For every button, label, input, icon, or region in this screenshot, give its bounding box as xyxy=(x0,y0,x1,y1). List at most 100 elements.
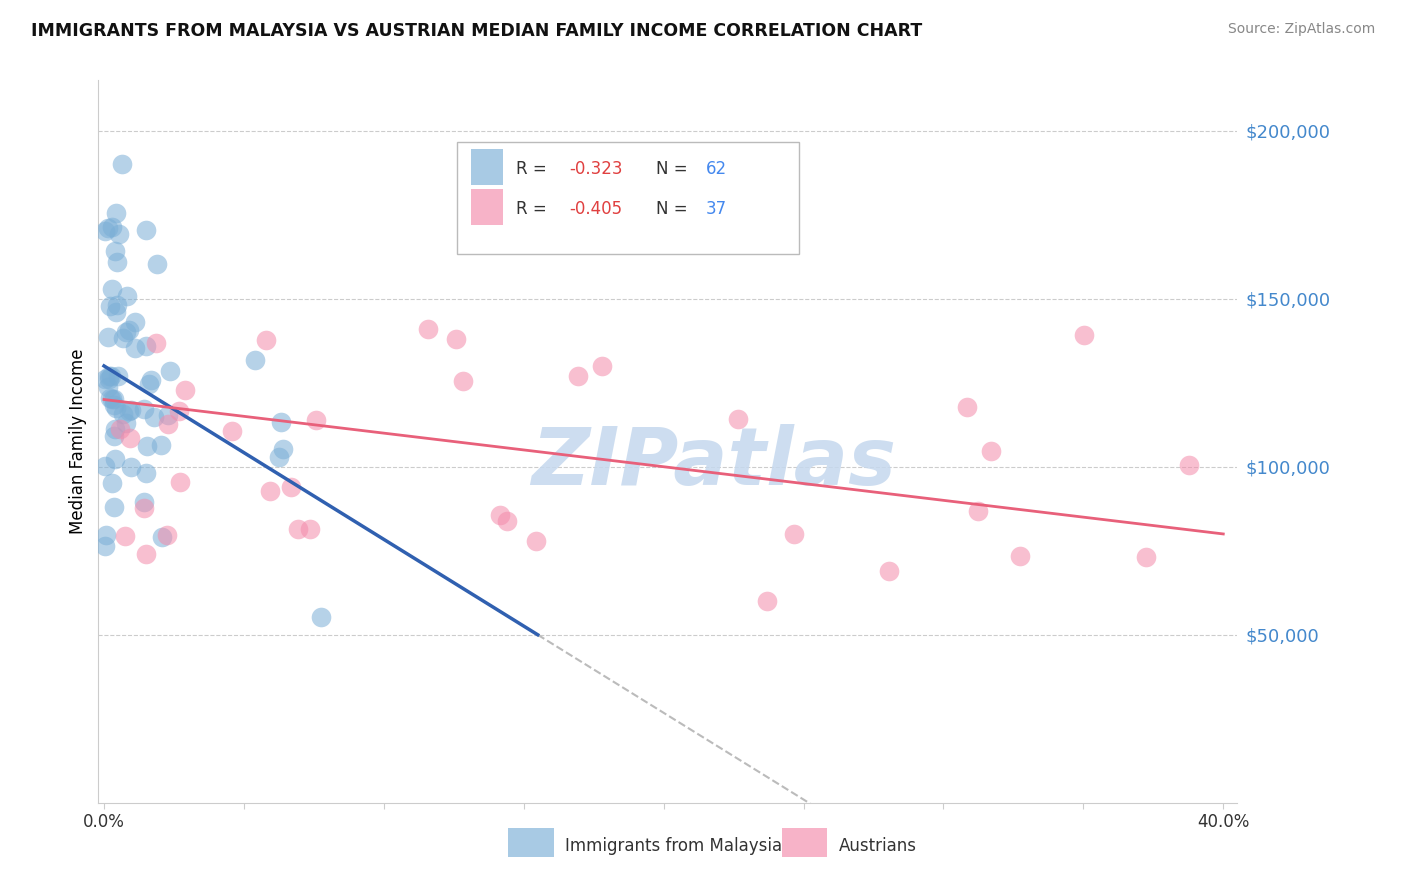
Point xyxy=(114,529,136,543)
Point xyxy=(1135,549,1157,564)
Point xyxy=(114,325,136,339)
Point xyxy=(879,565,901,579)
Point xyxy=(103,428,125,442)
Text: -0.405: -0.405 xyxy=(569,200,621,218)
Point xyxy=(105,298,128,312)
Text: 37: 37 xyxy=(706,200,727,218)
Point xyxy=(150,531,173,545)
Point xyxy=(496,514,519,528)
Point xyxy=(967,504,990,518)
Point xyxy=(105,305,128,319)
Point xyxy=(101,282,124,296)
FancyBboxPatch shape xyxy=(457,142,799,253)
Point xyxy=(156,417,179,432)
Point xyxy=(145,336,167,351)
Point xyxy=(755,594,778,608)
Point xyxy=(98,391,121,405)
Point xyxy=(117,289,139,303)
Point xyxy=(108,422,131,436)
FancyBboxPatch shape xyxy=(782,828,827,857)
Point xyxy=(107,368,129,383)
Point xyxy=(120,402,142,417)
Text: N =: N = xyxy=(657,200,693,218)
Point xyxy=(299,523,322,537)
Point xyxy=(94,372,117,386)
Point xyxy=(287,522,309,536)
Point xyxy=(135,223,157,237)
Point xyxy=(1073,328,1095,343)
Point xyxy=(169,475,191,489)
Point xyxy=(173,384,195,398)
Text: Source: ZipAtlas.com: Source: ZipAtlas.com xyxy=(1227,22,1375,37)
Point xyxy=(956,400,979,414)
Point xyxy=(143,410,166,425)
Point xyxy=(111,157,134,171)
Point xyxy=(98,299,121,313)
Point xyxy=(120,431,142,445)
Y-axis label: Median Family Income: Median Family Income xyxy=(69,349,87,534)
Point xyxy=(117,322,139,336)
Point xyxy=(103,397,125,411)
Point xyxy=(108,227,131,241)
Point xyxy=(524,533,547,548)
Point xyxy=(132,500,155,515)
Point xyxy=(100,219,122,234)
Point xyxy=(94,458,117,473)
Text: ZIPatlas: ZIPatlas xyxy=(531,425,896,502)
Point xyxy=(141,374,163,388)
Point xyxy=(727,412,749,426)
FancyBboxPatch shape xyxy=(471,188,503,225)
Point xyxy=(305,413,328,427)
Point xyxy=(156,528,179,542)
Point xyxy=(97,220,120,235)
Text: Austrians: Austrians xyxy=(839,838,917,855)
Point xyxy=(135,339,157,353)
Point xyxy=(1010,549,1032,564)
Point xyxy=(103,392,125,406)
Point xyxy=(451,374,474,388)
Text: 62: 62 xyxy=(706,160,727,178)
Point xyxy=(270,416,292,430)
Text: IMMIGRANTS FROM MALAYSIA VS AUSTRIAN MEDIAN FAMILY INCOME CORRELATION CHART: IMMIGRANTS FROM MALAYSIA VS AUSTRIAN MED… xyxy=(31,22,922,40)
Text: R =: R = xyxy=(516,200,553,218)
Point xyxy=(783,527,806,541)
Point xyxy=(112,407,135,421)
Point xyxy=(115,416,138,430)
Point xyxy=(259,483,281,498)
Point xyxy=(167,404,190,418)
Point xyxy=(446,332,468,346)
Point xyxy=(135,439,157,453)
Text: -0.323: -0.323 xyxy=(569,160,623,178)
Point xyxy=(118,404,141,418)
Point xyxy=(97,380,120,394)
Point xyxy=(134,402,156,417)
Point xyxy=(104,206,127,220)
Point xyxy=(159,364,181,378)
Point xyxy=(256,334,278,348)
Point xyxy=(104,244,127,258)
Point xyxy=(94,224,117,238)
Point xyxy=(104,452,127,467)
Point xyxy=(489,508,512,523)
Text: Immigrants from Malaysia: Immigrants from Malaysia xyxy=(565,838,783,855)
Point xyxy=(980,444,1002,458)
Point xyxy=(567,369,589,384)
Point xyxy=(135,467,157,481)
Point xyxy=(98,371,121,385)
Point xyxy=(111,331,134,345)
Point xyxy=(120,459,142,474)
Point xyxy=(103,500,125,514)
Point xyxy=(96,527,118,541)
Point xyxy=(309,609,332,624)
Point xyxy=(243,353,266,368)
Point xyxy=(1177,458,1199,472)
Point xyxy=(101,476,124,491)
FancyBboxPatch shape xyxy=(471,149,503,185)
Point xyxy=(124,315,146,329)
Point xyxy=(104,421,127,435)
Point xyxy=(135,547,157,561)
Point xyxy=(105,254,128,268)
Point xyxy=(591,359,613,373)
Point xyxy=(101,392,124,406)
Point xyxy=(100,368,122,383)
